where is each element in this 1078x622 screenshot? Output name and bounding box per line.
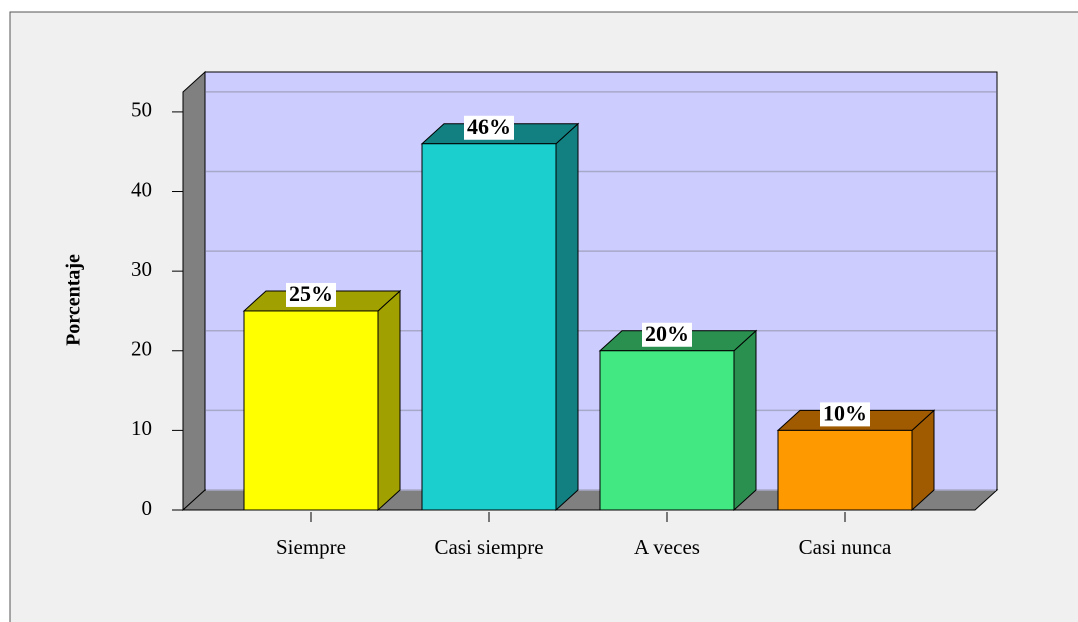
- y-tick-label: 0: [142, 496, 153, 520]
- y-tick-label: 50: [131, 98, 152, 122]
- bar-side: [555, 122, 579, 512]
- bar: [777, 429, 913, 511]
- bar-side: [377, 289, 401, 512]
- x-tick-label: Casi siempre: [434, 535, 543, 559]
- y-tick-label: 40: [131, 177, 152, 201]
- x-tick-label: Siempre: [276, 535, 346, 559]
- y-tick-label: 10: [131, 416, 152, 440]
- bar: [421, 143, 557, 511]
- data-label: 10%: [823, 400, 867, 425]
- data-label-box: [820, 402, 870, 427]
- data-label: 25%: [289, 281, 333, 306]
- data-label: 46%: [467, 114, 511, 139]
- side-wall: [182, 70, 206, 512]
- y-axis-label: Porcentaje: [63, 254, 85, 346]
- bar-side: [733, 329, 757, 512]
- data-label-box: [286, 282, 336, 307]
- data-label: 20%: [645, 321, 689, 346]
- data-label-box: [464, 115, 514, 140]
- y-tick-label: 30: [131, 257, 152, 281]
- data-label-box: [642, 322, 692, 347]
- x-tick-label: A veces: [634, 535, 700, 559]
- x-tick-label: Casi nunca: [799, 535, 892, 559]
- bar: [243, 310, 379, 511]
- bar: [599, 350, 735, 511]
- y-tick-label: 20: [131, 337, 152, 361]
